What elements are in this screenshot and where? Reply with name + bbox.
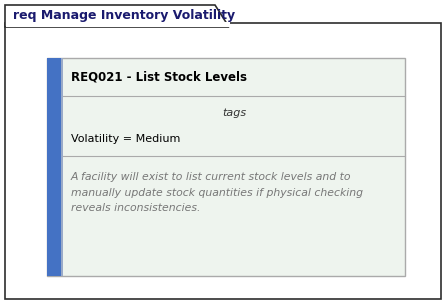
Bar (47, 58, 61, 276)
Text: REQ021 - List Stock Levels: REQ021 - List Stock Levels (71, 71, 247, 84)
Bar (6, 22, 230, 27)
Text: Volatility = Medium: Volatility = Medium (71, 134, 180, 144)
Text: req Manage Inventory Volatility: req Manage Inventory Volatility (13, 9, 235, 22)
Bar (61, 58, 63, 276)
Bar (47, 58, 405, 276)
Text: tags: tags (222, 108, 246, 118)
Text: A facility will exist to list current stock levels and to
manually update stock : A facility will exist to list current st… (71, 172, 363, 213)
Polygon shape (5, 5, 229, 27)
